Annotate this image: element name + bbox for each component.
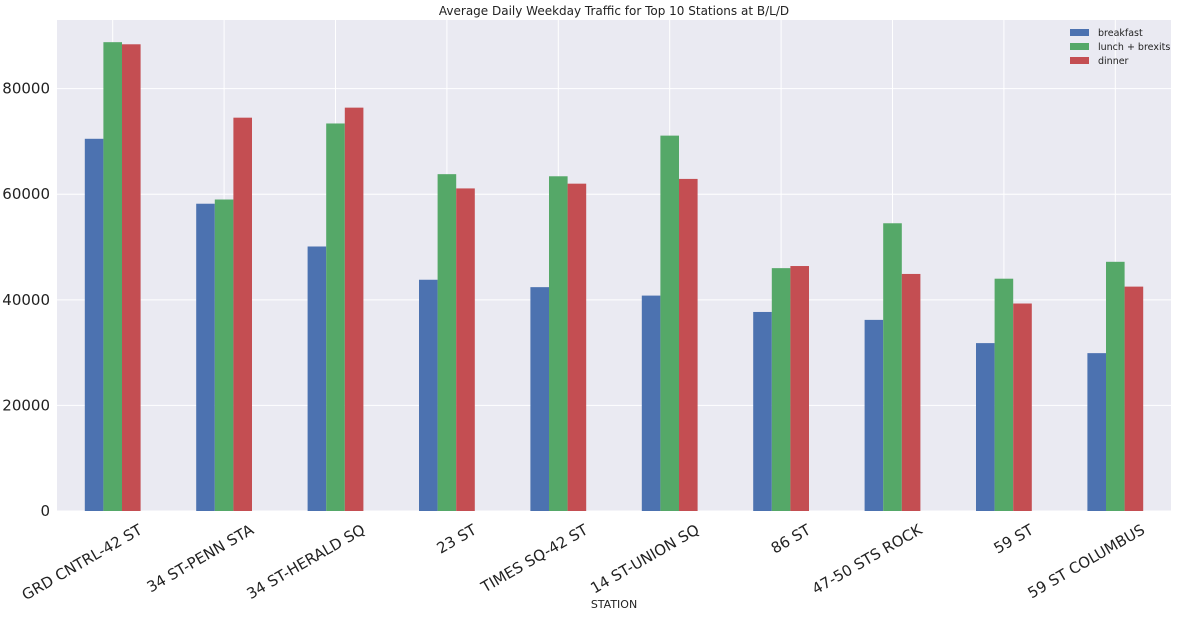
bar-lunch-brexits: [103, 42, 122, 511]
x-tick-label: 34 ST-PENN STA: [144, 520, 258, 596]
legend-swatch: [1070, 57, 1089, 64]
bar-breakfast: [419, 279, 438, 511]
y-tick-label: 20000: [2, 396, 50, 414]
bar-dinner: [567, 183, 587, 511]
bar-breakfast: [976, 343, 995, 511]
bar-lunch-brexits: [771, 268, 791, 511]
bar-dinner: [344, 107, 364, 511]
x-tick-label: 14 ST-UNION SQ: [587, 521, 702, 598]
bar-dinner: [122, 44, 141, 512]
bar-dinner: [1013, 303, 1032, 511]
bar-dinner: [901, 273, 921, 511]
bar-breakfast: [307, 246, 327, 512]
x-tick-label: 86 ST: [768, 520, 815, 557]
bar-dinner: [1124, 286, 1144, 511]
bar-breakfast: [641, 295, 661, 511]
bar-breakfast: [864, 319, 884, 511]
bar-breakfast: [1087, 353, 1106, 511]
x-tick-label: GRD CNTRL-42 ST: [19, 520, 146, 604]
legend: breakfast lunch + brexits dinner: [1070, 28, 1170, 67]
x-tick-label: 59 ST COLUMBUS: [1025, 521, 1148, 603]
x-tick-label: 23 ST: [434, 520, 481, 557]
y-tick-label: 0: [40, 502, 50, 520]
x-tick-label: TIMES SQ-42 ST: [477, 520, 592, 597]
bar-breakfast: [196, 203, 215, 511]
x-tick-label: 59 ST: [991, 520, 1038, 557]
y-axis-ticks: 0 20000 40000 60000 80000: [2, 80, 50, 520]
bar-dinner: [233, 117, 252, 511]
y-tick-label: 80000: [2, 80, 50, 98]
legend-label: dinner: [1098, 56, 1129, 67]
bar-breakfast: [84, 138, 104, 511]
bar-lunch-brexits: [326, 123, 345, 512]
bar-lunch-brexits: [883, 223, 902, 512]
bar-lunch-brexits: [1106, 261, 1125, 511]
bar-lunch-brexits: [994, 278, 1014, 511]
bar-lunch-brexits: [437, 174, 457, 511]
bar-breakfast: [530, 287, 549, 511]
bar-breakfast: [753, 311, 772, 511]
x-axis-label: STATION: [591, 598, 637, 611]
x-tick-label: 34 ST-HERALD SQ: [244, 521, 369, 603]
legend-swatch: [1070, 29, 1089, 36]
x-tick-label: 47-50 STS ROCK: [809, 520, 926, 598]
bar-lunch-brexits: [660, 135, 679, 512]
y-tick-label: 60000: [2, 185, 50, 203]
legend-swatch: [1070, 43, 1089, 50]
bars: [84, 42, 1144, 512]
bar-dinner: [790, 266, 809, 511]
chart-title: Average Daily Weekday Traffic for Top 10…: [439, 4, 789, 18]
legend-label: lunch + brexits: [1098, 42, 1170, 53]
legend-label: breakfast: [1098, 28, 1143, 39]
y-tick-label: 40000: [2, 291, 50, 309]
bar-lunch-brexits: [549, 176, 568, 511]
bar-dinner: [456, 188, 475, 511]
bar-dinner: [679, 178, 698, 512]
bar-lunch-brexits: [214, 199, 234, 511]
